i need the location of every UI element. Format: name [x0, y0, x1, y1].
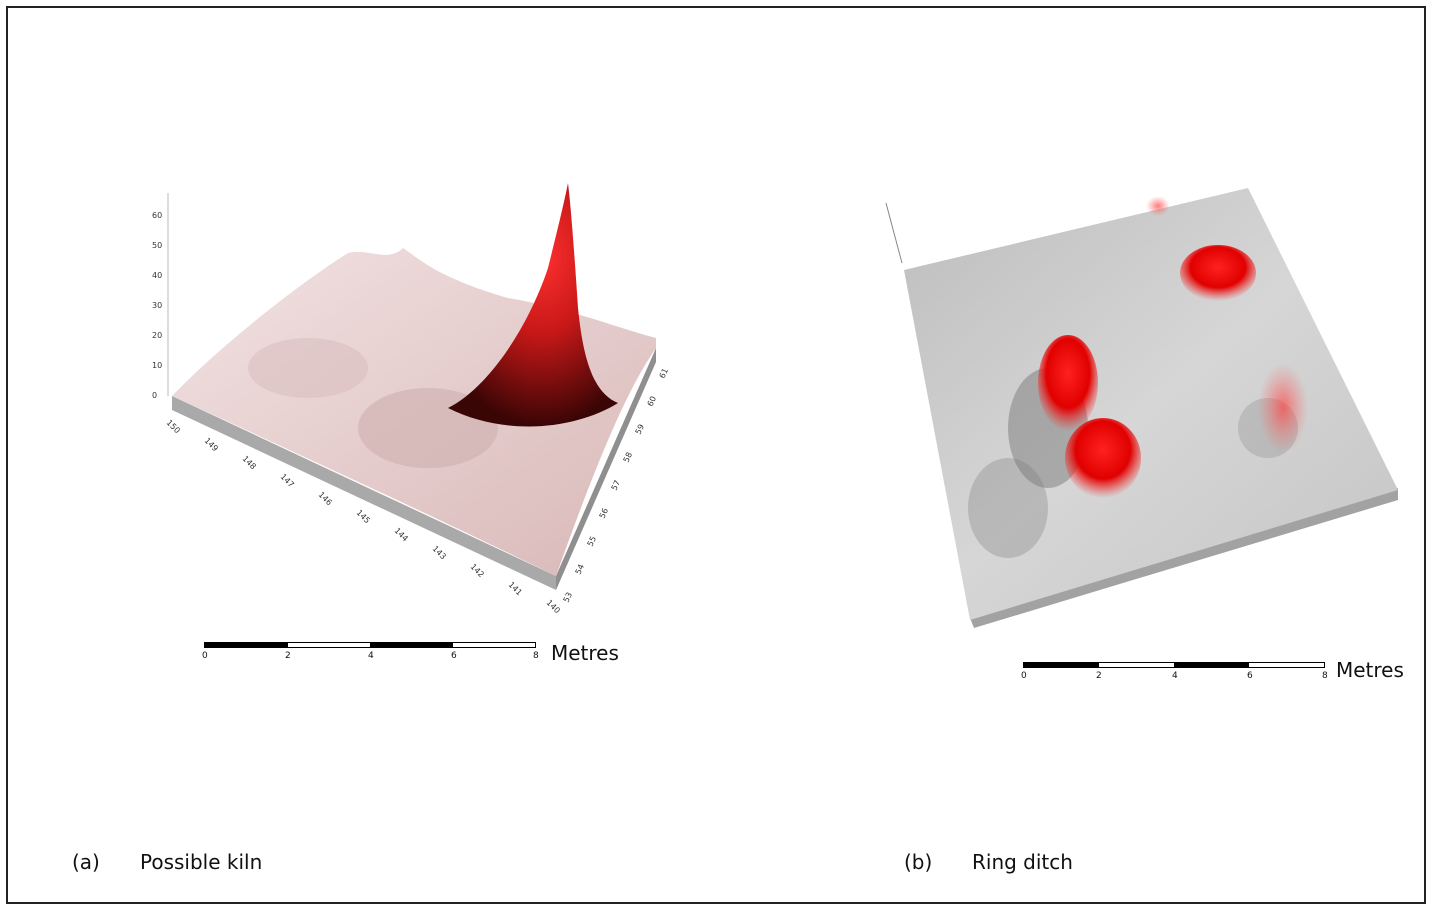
kiln-x-tick: 143	[431, 544, 448, 561]
kiln-z-tick: 20	[152, 331, 162, 340]
ring-ditch-anomaly	[1180, 245, 1256, 301]
kiln-x-tick: 142	[469, 562, 486, 579]
kiln-z-tick: 50	[152, 241, 162, 250]
kiln-peak	[448, 183, 618, 427]
kiln-z-tick: 0	[152, 391, 157, 400]
kiln-y-tick: 60	[646, 395, 658, 408]
kiln-z-tick: 40	[152, 271, 162, 280]
kiln-x-tick: 145	[355, 508, 372, 525]
kiln-scale-unit: Metres	[551, 641, 619, 665]
panel-b: 0 2 4 6 8 Metres (b) Ring ditch	[708, 8, 1428, 906]
kiln-scale-tick: 4	[368, 651, 374, 661]
kiln-y-tick: 59	[634, 423, 646, 436]
kiln-scale-tick: 0	[202, 651, 208, 661]
caption-a-text: Possible kiln	[140, 850, 263, 874]
caption-a-label: (a)	[72, 850, 100, 874]
kiln-x-tick: 147	[279, 472, 296, 489]
kiln-scale-tick: 2	[285, 651, 291, 661]
kiln-z-tick: 10	[152, 361, 162, 370]
kiln-x-tick: 141	[507, 580, 524, 597]
figure-frame: 0 10 20 30 40 50 60 150 149 148 147 146 145 144 143 142…	[6, 6, 1426, 904]
ring-ditch-anomaly	[1065, 418, 1141, 498]
ring-ditch-anomaly	[1258, 363, 1308, 453]
kiln-y-tick: 54	[574, 563, 586, 576]
ring-ditch-scale-tick: 2	[1096, 671, 1102, 681]
kiln-x-tick: 150	[165, 418, 182, 435]
kiln-y-tick: 57	[610, 479, 622, 492]
kiln-scale-tick: 6	[451, 651, 457, 661]
kiln-z-tick: 30	[152, 301, 162, 310]
ring-ditch-scale-unit: Metres	[1336, 658, 1404, 682]
caption-b-label: (b)	[904, 850, 933, 874]
kiln-y-tick: 58	[622, 451, 634, 464]
ring-ditch-scale-tick: 0	[1021, 671, 1027, 681]
kiln-surface-plot: 0 10 20 30 40 50 60 150 149 148 147 146 145 144 143 142…	[152, 183, 670, 615]
kiln-y-tick: 56	[598, 507, 610, 520]
kiln-y-tick: 61	[658, 367, 670, 380]
kiln-x-tick: 149	[203, 436, 220, 453]
ring-ditch-surface-plot	[885, 188, 1398, 628]
ring-ditch-scale-tick: 4	[1172, 671, 1178, 681]
panel-a: 0 10 20 30 40 50 60 150 149 148 147 146 145 144 143 142…	[8, 8, 708, 906]
kiln-x-tick: 144	[393, 526, 410, 543]
kiln-scale-tick: 8	[533, 651, 539, 661]
ring-ditch-scale-tick: 8	[1322, 671, 1328, 681]
kiln-x-tick: 140	[545, 598, 562, 615]
ring-ditch-anomaly	[1146, 196, 1170, 216]
ring-ditch-scale-bar	[1023, 662, 1325, 668]
kiln-x-tick: 146	[317, 490, 334, 507]
caption-b-text: Ring ditch	[972, 850, 1073, 874]
kiln-y-tick: 55	[586, 535, 598, 548]
kiln-scale-bar	[204, 642, 536, 648]
ring-ditch-slab-side	[970, 488, 1398, 628]
kiln-y-tick: 53	[562, 591, 574, 604]
kiln-x-tick: 148	[241, 454, 258, 471]
ring-ditch-anomaly	[1038, 335, 1098, 431]
kiln-z-tick: 60	[152, 211, 162, 220]
ring-ditch-scale-tick: 6	[1247, 671, 1253, 681]
kiln-slab-side	[172, 396, 556, 590]
ring-ditch-surface	[904, 188, 1398, 620]
